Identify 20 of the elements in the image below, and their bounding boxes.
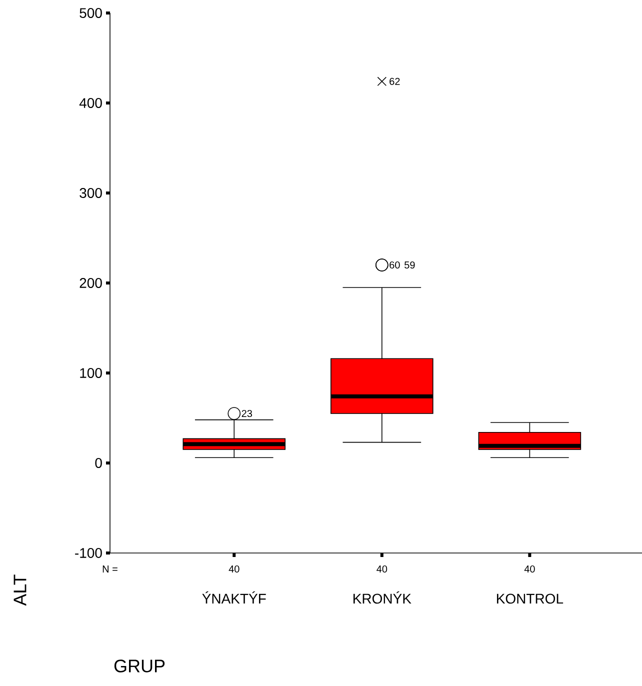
annotation: 60 xyxy=(389,261,400,269)
x-tick-label: KRONÝK xyxy=(353,591,412,604)
annotation: 62 xyxy=(389,78,400,85)
y-axis-title: ALT xyxy=(14,574,26,606)
y-tick-label: 300 xyxy=(79,188,102,198)
y-tick-label: 200 xyxy=(80,278,102,288)
y-tick-label: 500 xyxy=(79,8,102,18)
text: 40 xyxy=(228,565,240,573)
y-tick-label: 0 xyxy=(95,458,102,468)
text: N = xyxy=(102,566,118,572)
y-tick-label: 100 xyxy=(80,368,102,378)
x-axis-title: GRUP xyxy=(114,660,164,672)
annotation: 23 xyxy=(242,410,252,418)
text: 40 xyxy=(524,565,535,573)
x-tick-label: KONTROL xyxy=(496,594,563,604)
annotation: 59 xyxy=(404,261,415,269)
text: 40 xyxy=(376,565,387,573)
y-tick-label: 400 xyxy=(79,98,102,108)
y-tick-label: -100 xyxy=(74,548,102,558)
x-tick-label: ÝNAKTÝF xyxy=(202,591,266,604)
